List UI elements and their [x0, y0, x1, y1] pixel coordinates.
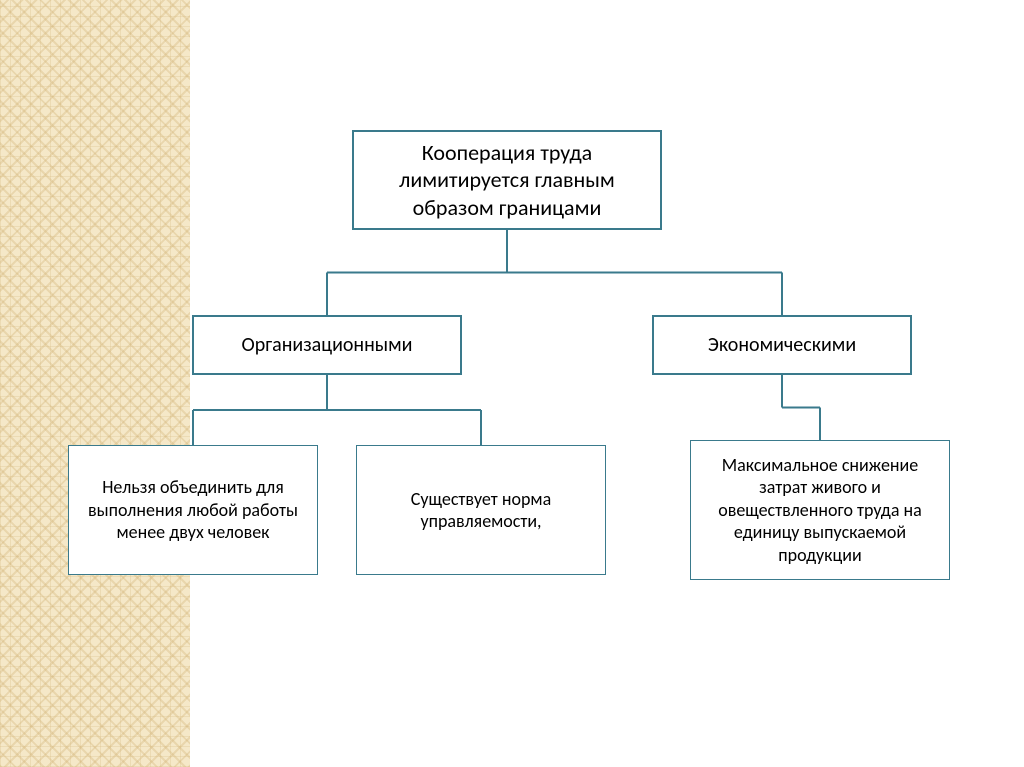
root-node: Кооперация труда лимитируется главным об…: [352, 130, 662, 230]
leaf-costs: Максимальное снижение затрат живого и ов…: [690, 440, 950, 580]
leaf-min-people: Нельзя объединить для выполнения любой р…: [68, 445, 318, 575]
branch-org: Организационными: [192, 315, 462, 375]
leaf-norm: Существует норма управляемости,: [356, 445, 606, 575]
decorative-sidebar: [0, 0, 190, 767]
branch-eco: Экономическими: [652, 315, 912, 375]
